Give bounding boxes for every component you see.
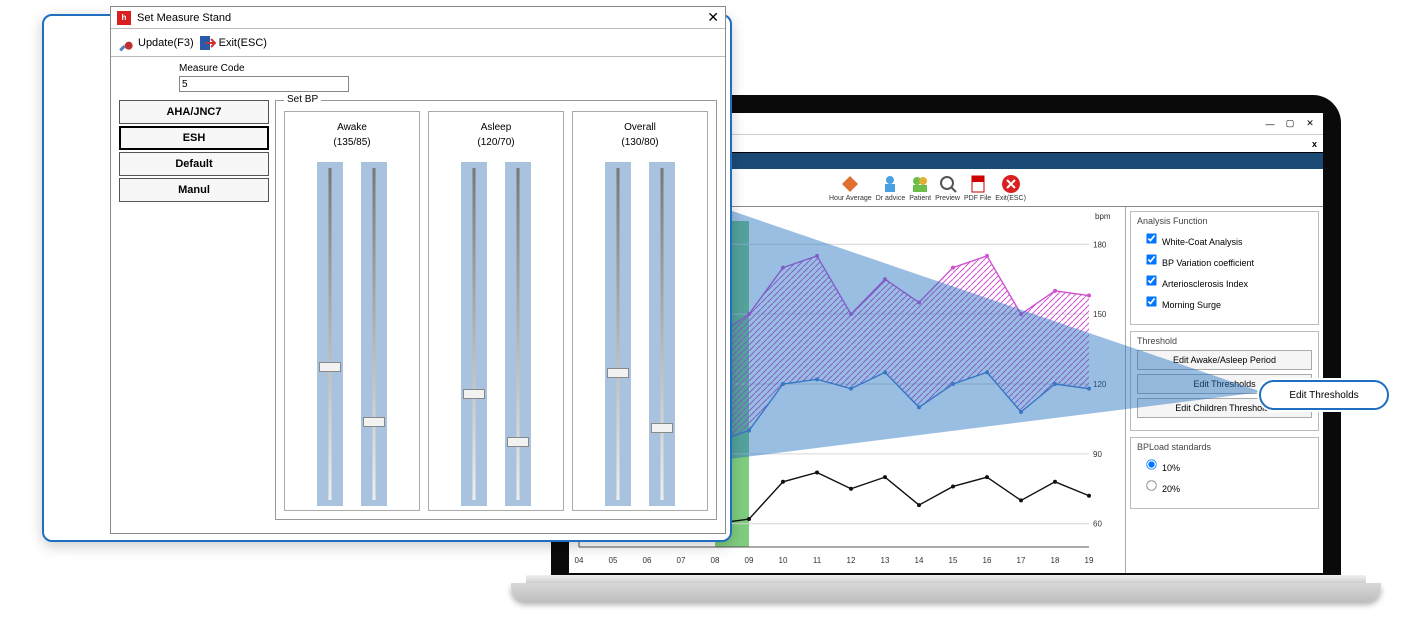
svg-text:09: 09 (745, 556, 754, 565)
sys-slider[interactable] (317, 162, 343, 506)
svg-text:180: 180 (1093, 240, 1107, 249)
doctor-icon (880, 174, 900, 194)
check-white-coat[interactable]: White-Coat Analysis (1145, 232, 1312, 247)
preview-icon (938, 174, 958, 194)
patient-icon (910, 174, 930, 194)
svg-text:06: 06 (643, 556, 652, 565)
update-button[interactable]: Update(F3) (117, 34, 194, 52)
toolbar-preview[interactable]: Preview (935, 174, 960, 202)
update-label: Update(F3) (138, 37, 194, 49)
slot-title: Overall (624, 122, 656, 133)
dialog-close-icon[interactable]: ✕ (707, 9, 719, 26)
svg-text:19: 19 (1085, 556, 1094, 565)
svg-text:150: 150 (1093, 310, 1107, 319)
check-morning-surge[interactable]: Morning Surge (1145, 295, 1312, 310)
toolbar-dr-advice[interactable]: Dr advice (876, 174, 906, 202)
exit-button[interactable]: Exit(ESC) (198, 34, 267, 52)
slot-value: (130/80) (621, 137, 658, 148)
svg-text:05: 05 (609, 556, 618, 565)
exit-label: Exit(ESC) (219, 37, 267, 49)
svg-text:14: 14 (915, 556, 924, 565)
svg-text:17: 17 (1017, 556, 1026, 565)
bpload-group: BPLoad standards 10% 20% (1130, 437, 1319, 509)
standard-list: AHA/JNC7ESHDefaultManul (119, 100, 269, 520)
slot-title: Awake (337, 122, 367, 133)
toolbar-label: Dr advice (876, 195, 906, 202)
check-arteriosclerosis[interactable]: Arteriosclerosis Index (1145, 274, 1312, 289)
svg-text:16: 16 (983, 556, 992, 565)
laptop-base (511, 583, 1381, 601)
edit-period-button[interactable]: Edit Awake/Asleep Period (1137, 350, 1312, 370)
exit-arrow-icon (198, 34, 216, 52)
set-measure-stand-dialog: h Set Measure Stand ✕ Update(F3) Exit(ES… (110, 6, 726, 534)
bp-slot-asleep: Asleep (120/70) (428, 111, 564, 511)
svg-text:04: 04 (575, 556, 584, 565)
svg-text:07: 07 (677, 556, 686, 565)
dia-slider[interactable] (649, 162, 675, 506)
bp-slot-awake: Awake (135/85) (284, 111, 420, 511)
group-title: Analysis Function (1137, 216, 1312, 226)
dia-slider[interactable] (361, 162, 387, 506)
analysis-function-group: Analysis Function White-Coat Analysis BP… (1130, 211, 1319, 325)
app-icon: h (117, 11, 131, 25)
dialog-body: Measure Code AHA/JNC7ESHDefaultManul Set… (111, 57, 725, 533)
bp-slot-overall: Overall (130/80) (572, 111, 708, 511)
standard-button-esh[interactable]: ESH (119, 126, 269, 150)
svg-text:11: 11 (813, 556, 822, 565)
svg-text:12: 12 (847, 556, 856, 565)
exit-icon (1001, 174, 1021, 194)
window-minimize-icon[interactable]: — (1263, 117, 1277, 131)
dia-slider[interactable] (505, 162, 531, 506)
radio-10pct[interactable]: 10% (1145, 458, 1312, 473)
svg-text:18: 18 (1051, 556, 1060, 565)
sys-slider[interactable] (605, 162, 631, 506)
toolbar-label: Hour Average (829, 195, 872, 202)
measure-code-row: Measure Code (179, 63, 717, 92)
wrench-icon (117, 34, 135, 52)
slot-value: (120/70) (477, 137, 514, 148)
dialog-title: Set Measure Stand (137, 12, 231, 24)
dialog-toolbar: Update(F3) Exit(ESC) (111, 29, 725, 57)
group-title: Threshold (1137, 336, 1312, 346)
toolbar-label: Patient (909, 195, 931, 202)
radio-20pct[interactable]: 20% (1145, 479, 1312, 494)
diamond-icon (840, 174, 860, 194)
svg-text:15: 15 (949, 556, 958, 565)
setbp-legend: Set BP (284, 94, 321, 105)
dialog-titlebar: h Set Measure Stand ✕ (111, 7, 725, 29)
svg-text:90: 90 (1093, 450, 1102, 459)
toolbar-label: PDF File (964, 195, 991, 202)
close-icon[interactable]: x (1312, 139, 1317, 149)
standard-button-manul[interactable]: Manul (119, 178, 269, 202)
window-maximize-icon[interactable]: ▢ (1283, 117, 1297, 131)
measure-code-label: Measure Code (179, 63, 717, 74)
callout-label: Edit Thresholds (1289, 390, 1358, 401)
toolbar-hour-average[interactable]: Hour Average (829, 174, 872, 202)
group-title: BPLoad standards (1137, 442, 1312, 452)
measure-code-input[interactable] (179, 76, 349, 92)
svg-text:60: 60 (1093, 520, 1102, 529)
toolbar-label: Exit(ESC) (995, 195, 1026, 202)
window-close-icon[interactable]: ✕ (1303, 117, 1317, 131)
slot-title: Asleep (481, 122, 512, 133)
toolbar-exit[interactable]: Exit(ESC) (995, 174, 1026, 202)
toolbar-patient[interactable]: Patient (909, 174, 931, 202)
svg-text:13: 13 (881, 556, 890, 565)
toolbar-pdf[interactable]: PDF File (964, 174, 991, 202)
check-bp-variation[interactable]: BP Variation coefficient (1145, 253, 1312, 268)
standard-button-aha-jnc7[interactable]: AHA/JNC7 (119, 100, 269, 124)
edit-thresholds-callout[interactable]: Edit Thresholds (1259, 380, 1389, 410)
standard-button-default[interactable]: Default (119, 152, 269, 176)
svg-text:120: 120 (1093, 380, 1107, 389)
svg-text:bpm: bpm (1095, 212, 1111, 221)
toolbar-label: Preview (935, 195, 960, 202)
pdf-icon (968, 174, 988, 194)
svg-text:08: 08 (711, 556, 720, 565)
slot-value: (135/85) (333, 137, 370, 148)
set-bp-group: Set BP Awake(135/85)Asleep(120/70)Overal… (275, 100, 717, 520)
svg-text:10: 10 (779, 556, 788, 565)
sys-slider[interactable] (461, 162, 487, 506)
